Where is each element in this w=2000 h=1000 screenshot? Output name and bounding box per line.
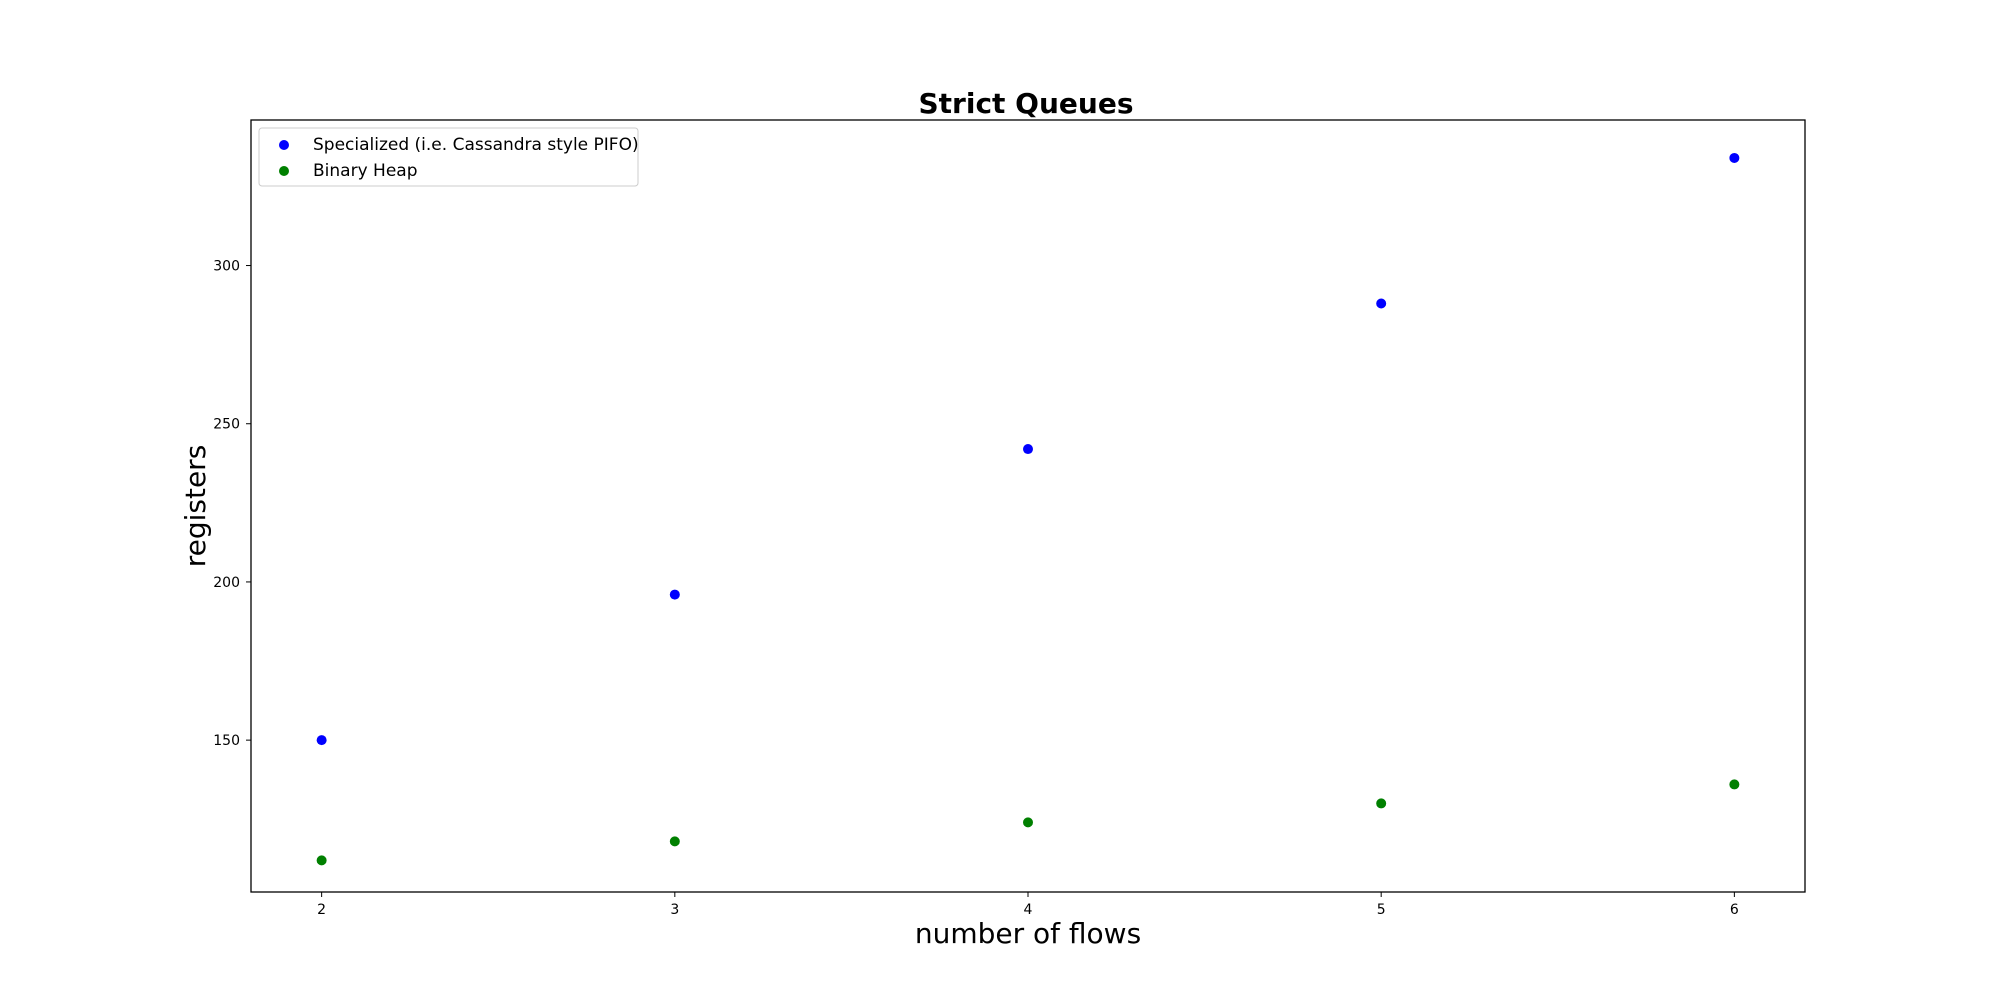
data-point-series-2 [316, 855, 327, 866]
x-axis-ticks: 2 3 4 5 6 [317, 892, 1739, 918]
y-axis-ticks: 150 200 250 300 [213, 259, 251, 749]
legend-marker-series-1 [279, 140, 289, 150]
data-points [316, 152, 1740, 866]
data-point-series-1 [1023, 444, 1033, 455]
data-point-series-2 [1023, 817, 1033, 828]
legend-marker-series-2 [279, 166, 289, 176]
legend-box [258, 127, 639, 187]
y-tick-label: 200 [213, 575, 240, 591]
data-point-series-1 [316, 735, 327, 746]
x-tick-label: 5 [1377, 902, 1386, 918]
x-tick-label: 6 [1730, 902, 1739, 918]
x-tick-label: 2 [317, 902, 326, 918]
legend-label-series-2: Binary Heap [313, 161, 417, 181]
data-point-series-1 [1729, 152, 1740, 163]
data-point-series-1 [669, 589, 680, 600]
data-point-series-2 [669, 836, 680, 847]
y-tick-label: 150 [213, 733, 240, 749]
x-axis-label: number of flows [915, 917, 1141, 950]
y-tick-label: 250 [213, 417, 240, 433]
chart-title: Strict Queues [918, 87, 1133, 120]
legend-label-series-1: Specialized (i.e. Cassandra style PIFO) [313, 135, 639, 155]
x-tick-label: 4 [1024, 902, 1033, 918]
y-axis-label: registers [179, 445, 212, 568]
legend: Specialized (i.e. Cassandra style PIFO) … [258, 127, 639, 187]
y-tick-label: 300 [213, 259, 240, 275]
data-point-series-2 [1729, 779, 1740, 790]
data-point-series-2 [1376, 798, 1387, 809]
data-point-series-1 [1376, 298, 1387, 309]
x-tick-label: 3 [670, 902, 679, 918]
